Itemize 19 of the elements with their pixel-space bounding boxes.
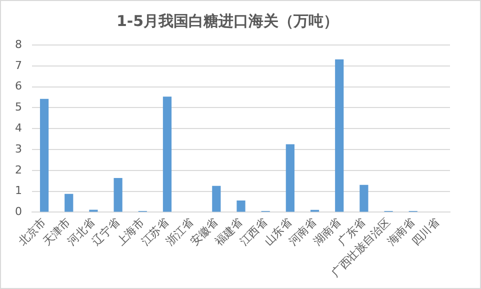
chart-title: 1-5月我国白糖进口海关（万吨）: [116, 12, 339, 30]
bar: [335, 59, 344, 212]
y-tick-label: 1: [15, 184, 22, 198]
bar: [114, 178, 122, 212]
y-tick-label: 3: [15, 142, 22, 156]
y-tick-label: 0: [15, 205, 22, 218]
bar: [236, 200, 246, 212]
y-tick-label: 4: [15, 121, 22, 134]
bar: [64, 194, 74, 212]
y-tick-label: 8: [15, 38, 22, 51]
y-tick-label: 2: [15, 163, 22, 176]
y-tick-label: 5: [15, 100, 22, 114]
bar: [360, 184, 368, 212]
bar: [162, 96, 172, 212]
bar: [212, 186, 221, 212]
bar: [286, 144, 294, 212]
y-tick-label: 7: [15, 58, 22, 72]
bar: [40, 98, 49, 212]
y-tick-label: 6: [15, 80, 22, 93]
